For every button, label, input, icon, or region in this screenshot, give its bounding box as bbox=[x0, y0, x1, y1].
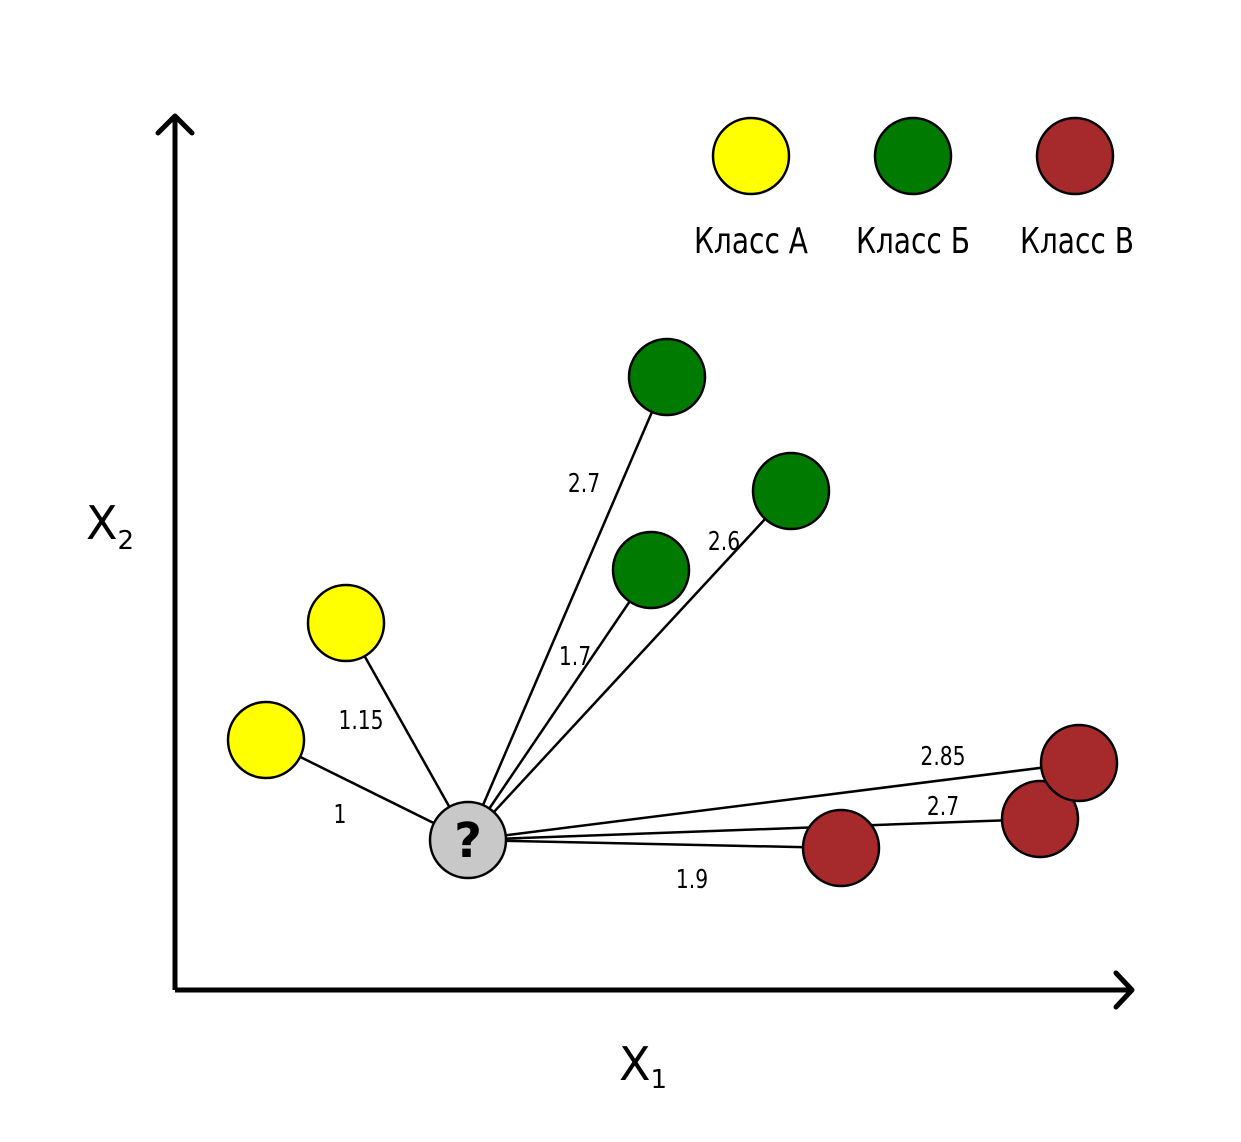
class-a-point bbox=[306, 583, 386, 663]
legend-label-class-a: Класс А bbox=[694, 220, 808, 262]
legend-label-class-b: Класс Б bbox=[856, 220, 970, 262]
y-axis-arrowhead bbox=[155, 113, 195, 136]
distance-label-c1: 1.9 bbox=[676, 865, 708, 895]
distance-lines bbox=[265, 376, 1080, 850]
distance-label-a2: 1.15 bbox=[338, 706, 383, 736]
class-a-point bbox=[226, 700, 306, 780]
query-mark: ? bbox=[454, 813, 482, 869]
query-circle bbox=[428, 800, 508, 880]
class-c-point bbox=[801, 808, 881, 888]
line-to-b3 bbox=[467, 490, 792, 841]
distance-label-c2: 2.7 bbox=[927, 792, 959, 822]
line-to-c1 bbox=[467, 838, 842, 850]
y-axis-label: X2 bbox=[86, 496, 134, 556]
legend-swatch-class-b bbox=[873, 116, 953, 196]
query-point: ? bbox=[428, 800, 508, 880]
axes bbox=[155, 113, 1135, 1010]
line-to-c2 bbox=[467, 817, 1041, 842]
legend-label-class-c: Класс В bbox=[1020, 220, 1134, 262]
distance-label-b3: 2.6 bbox=[708, 527, 740, 557]
x-axis-arrowhead bbox=[1113, 970, 1135, 1010]
distance-label-b1: 1.7 bbox=[559, 642, 591, 672]
x-axis-label: X1 bbox=[619, 1037, 667, 1095]
class-b-point bbox=[627, 337, 707, 417]
line-to-b2 bbox=[466, 376, 669, 841]
line-to-a2 bbox=[344, 622, 470, 841]
class-b-point bbox=[611, 530, 691, 610]
distance-label-c3: 2.85 bbox=[920, 742, 965, 772]
class-c-point bbox=[1000, 779, 1080, 859]
line-to-b1 bbox=[466, 569, 653, 841]
legend: Класс А Класс Б Класс В bbox=[694, 116, 1134, 262]
legend-swatch-class-a bbox=[711, 116, 791, 196]
x-axis-subscript: 1 bbox=[651, 1065, 668, 1095]
class-b-point bbox=[751, 451, 831, 531]
distance-labels: 1 1.15 2.7 1.7 2.6 1.9 2.7 2.85 bbox=[334, 469, 966, 895]
distance-label-a1: 1 bbox=[334, 800, 347, 830]
y-axis-subscript: 2 bbox=[118, 526, 135, 556]
legend-swatch-class-c bbox=[1035, 116, 1115, 196]
line-to-c3 bbox=[467, 761, 1080, 842]
distance-label-b2: 2.7 bbox=[568, 469, 600, 499]
class-c-point bbox=[1039, 723, 1119, 803]
